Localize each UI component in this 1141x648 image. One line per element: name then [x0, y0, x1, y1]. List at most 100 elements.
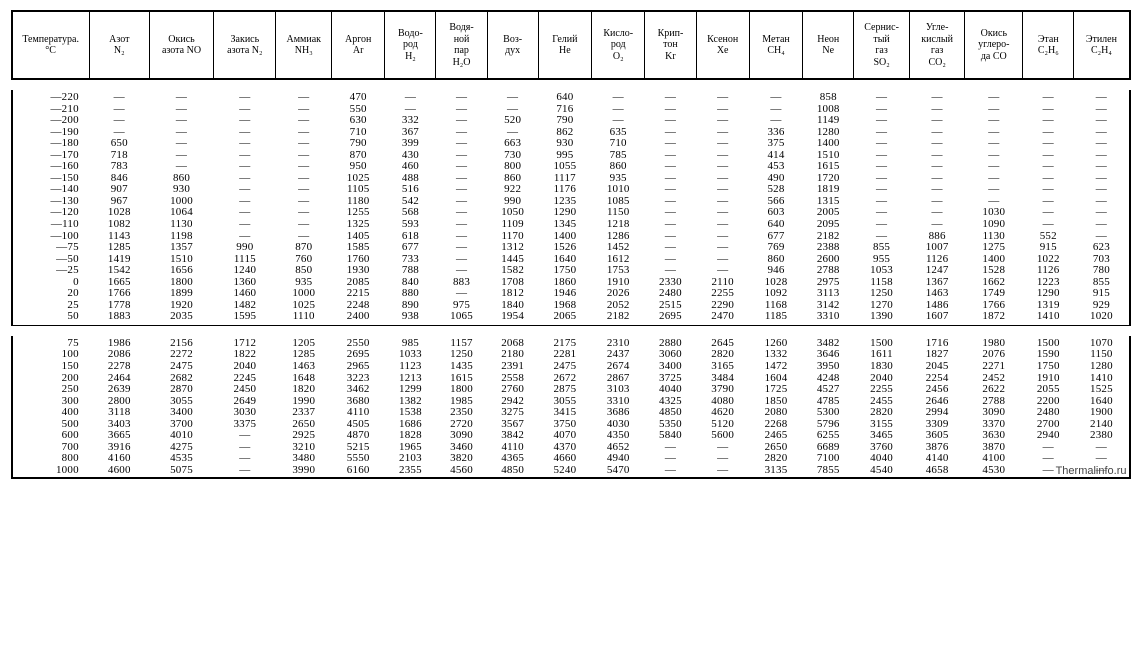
cell-value: 640: [749, 219, 802, 231]
cell-value: —: [436, 219, 487, 231]
cell-value: 2470: [696, 311, 749, 325]
row-temperature: —180: [12, 138, 90, 150]
cell-value: —: [592, 115, 645, 127]
cell-value: 3990: [276, 465, 332, 478]
cell-value: 1500: [854, 336, 910, 350]
cell-value: 2391: [487, 361, 538, 373]
cell-value: 1218: [592, 219, 645, 231]
cell-value: —: [965, 90, 1023, 104]
cell-value: 1463: [276, 361, 332, 373]
cell-value: 1390: [854, 311, 910, 325]
cell-value: 1285: [89, 242, 149, 254]
cell-value: —: [487, 90, 538, 104]
cell-value: 1986: [89, 336, 149, 350]
cell-value: 623: [1074, 242, 1130, 254]
cell-value: —: [89, 115, 149, 127]
cell-value: 2065: [538, 311, 591, 325]
cell-value: 593: [385, 219, 436, 231]
row-temperature: —220: [12, 90, 90, 104]
cell-value: 858: [803, 90, 854, 104]
cell-value: 2156: [149, 336, 213, 350]
cell-value: 1325: [332, 219, 385, 231]
cell-value: —: [149, 138, 213, 150]
col-header: НеонNe: [803, 11, 854, 79]
cell-value: —: [1074, 90, 1130, 104]
cell-value: 2095: [803, 219, 854, 231]
cell-value: 4040: [645, 384, 696, 396]
cell-value: 663: [487, 138, 538, 150]
cell-value: 2271: [965, 361, 1023, 373]
cell-value: 1020: [1074, 311, 1130, 325]
col-header: Кисло-родO₂: [592, 11, 645, 79]
cell-value: —: [436, 138, 487, 150]
cell-value: 3790: [696, 384, 749, 396]
cell-value: 2880: [645, 336, 696, 350]
col-header: Воз-дух: [487, 11, 538, 79]
table-row: —200————630332—520790————1149—————: [12, 115, 1130, 127]
cell-value: 710: [592, 138, 645, 150]
cell-value: 520: [487, 115, 538, 127]
cell-value: 1345: [538, 219, 591, 231]
cell-value: 1280: [1074, 361, 1130, 373]
cell-value: —: [909, 115, 965, 127]
cell-value: 930: [538, 138, 591, 150]
cell-value: —: [696, 219, 749, 231]
cell-value: —: [276, 90, 332, 104]
cell-value: —: [592, 90, 645, 104]
table-row: —75128513579908701585677—131215261452——7…: [12, 242, 1130, 254]
cell-value: 1205: [276, 336, 332, 350]
cell-value: —: [1023, 219, 1074, 231]
col-header: Закисьазота N₂: [214, 11, 276, 79]
col-header: Угле-кислыйгазCO₂: [909, 11, 965, 79]
col-header: ГелийHe: [538, 11, 591, 79]
cell-value: —: [214, 465, 276, 478]
cell-value: —: [1023, 138, 1074, 150]
table-row: —180650———790399—663930710——3751400—————: [12, 138, 1130, 150]
cell-value: —: [854, 138, 910, 150]
cell-value: 1110: [276, 311, 332, 325]
cell-value: 915: [1023, 242, 1074, 254]
cell-value: 790: [538, 115, 591, 127]
cell-value: 1357: [149, 242, 213, 254]
cell-value: 870: [276, 242, 332, 254]
watermark: Thermalinfo.ru: [1056, 465, 1127, 477]
col-header: АргонAr: [332, 11, 385, 79]
cell-value: —: [696, 90, 749, 104]
cell-value: —: [214, 115, 276, 127]
cell-value: 2055: [1023, 384, 1074, 396]
cell-value: —: [696, 465, 749, 478]
cell-value: 5075: [149, 465, 213, 478]
cell-value: —: [696, 138, 749, 150]
table-row: 7519862156171212052550985115720682175231…: [12, 336, 1130, 350]
cell-value: 1007: [909, 242, 965, 254]
cell-value: 650: [89, 138, 149, 150]
col-header: КсенонXe: [696, 11, 749, 79]
cell-value: 1275: [965, 242, 1023, 254]
cell-value: —: [645, 219, 696, 231]
cell-value: 2870: [149, 384, 213, 396]
cell-value: 4850: [487, 465, 538, 478]
cell-value: 2045: [909, 361, 965, 373]
row-temperature: 1000: [12, 465, 90, 478]
row-temperature: 150: [12, 361, 90, 373]
cell-value: —: [645, 115, 696, 127]
cell-value: —: [276, 138, 332, 150]
cell-value: 1820: [276, 384, 332, 396]
cell-value: 1716: [909, 336, 965, 350]
cell-value: 470: [332, 90, 385, 104]
cell-value: —: [854, 219, 910, 231]
row-temperature: —75: [12, 242, 90, 254]
cell-value: 2175: [538, 336, 591, 350]
cell-value: 2550: [332, 336, 385, 350]
cell-value: 1525: [1074, 384, 1130, 396]
row-temperature: —110: [12, 219, 90, 231]
cell-value: 6160: [332, 465, 385, 478]
cell-value: 3400: [645, 361, 696, 373]
cell-value: 2278: [89, 361, 149, 373]
col-header: АзотN₂: [89, 11, 149, 79]
cell-value: —: [1074, 115, 1130, 127]
cell-value: 4530: [965, 465, 1023, 478]
cell-value: —: [749, 90, 802, 104]
cell-value: 2674: [592, 361, 645, 373]
cell-value: 1750: [1023, 361, 1074, 373]
